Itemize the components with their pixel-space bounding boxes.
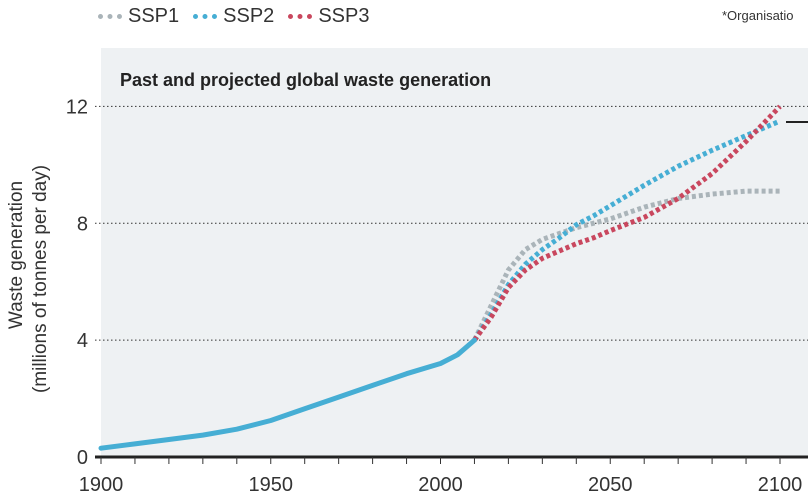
series-line-historical: [98, 337, 477, 451]
footnote: *Organisatio: [722, 8, 794, 23]
x-tick-label: 2100: [758, 474, 803, 496]
legend-label-ssp2: SSP2: [223, 4, 275, 27]
series-line-ssp2: [472, 118, 781, 342]
series-line-ssp3: [472, 104, 782, 342]
x-tick-label: 1950: [249, 474, 294, 496]
x-tick-label: 2050: [588, 474, 633, 496]
legend-item-ssp2: SSP2: [193, 5, 274, 28]
y-tick-label: 4: [77, 330, 88, 352]
legend: SSP1 SSP2 SSP3: [98, 4, 369, 28]
y-tick-label: 0: [77, 447, 88, 469]
series-line-ssp1: [472, 188, 780, 342]
legend-item-ssp1: SSP1: [98, 5, 179, 28]
y-tick-label: 12: [66, 96, 88, 118]
y-axis-label-line2: (millions of tonnes per day): [30, 165, 51, 393]
legend-swatch-ssp2: [193, 13, 218, 19]
y-axis-label-line1: Waste generation: [6, 181, 27, 329]
x-tick-label: 1900: [79, 474, 124, 496]
legend-label-ssp1: SSP1: [128, 4, 180, 27]
chart-title: Past and projected global waste generati…: [120, 70, 491, 90]
y-tick-label: 8: [77, 213, 88, 235]
legend-item-ssp3: SSP3: [288, 5, 369, 28]
legend-label-ssp3: SSP3: [318, 4, 370, 27]
legend-swatch-ssp3: [288, 13, 313, 19]
x-tick-label: 2000: [418, 474, 463, 496]
plot-background: [101, 48, 808, 458]
legend-swatch-ssp1: [98, 13, 122, 19]
